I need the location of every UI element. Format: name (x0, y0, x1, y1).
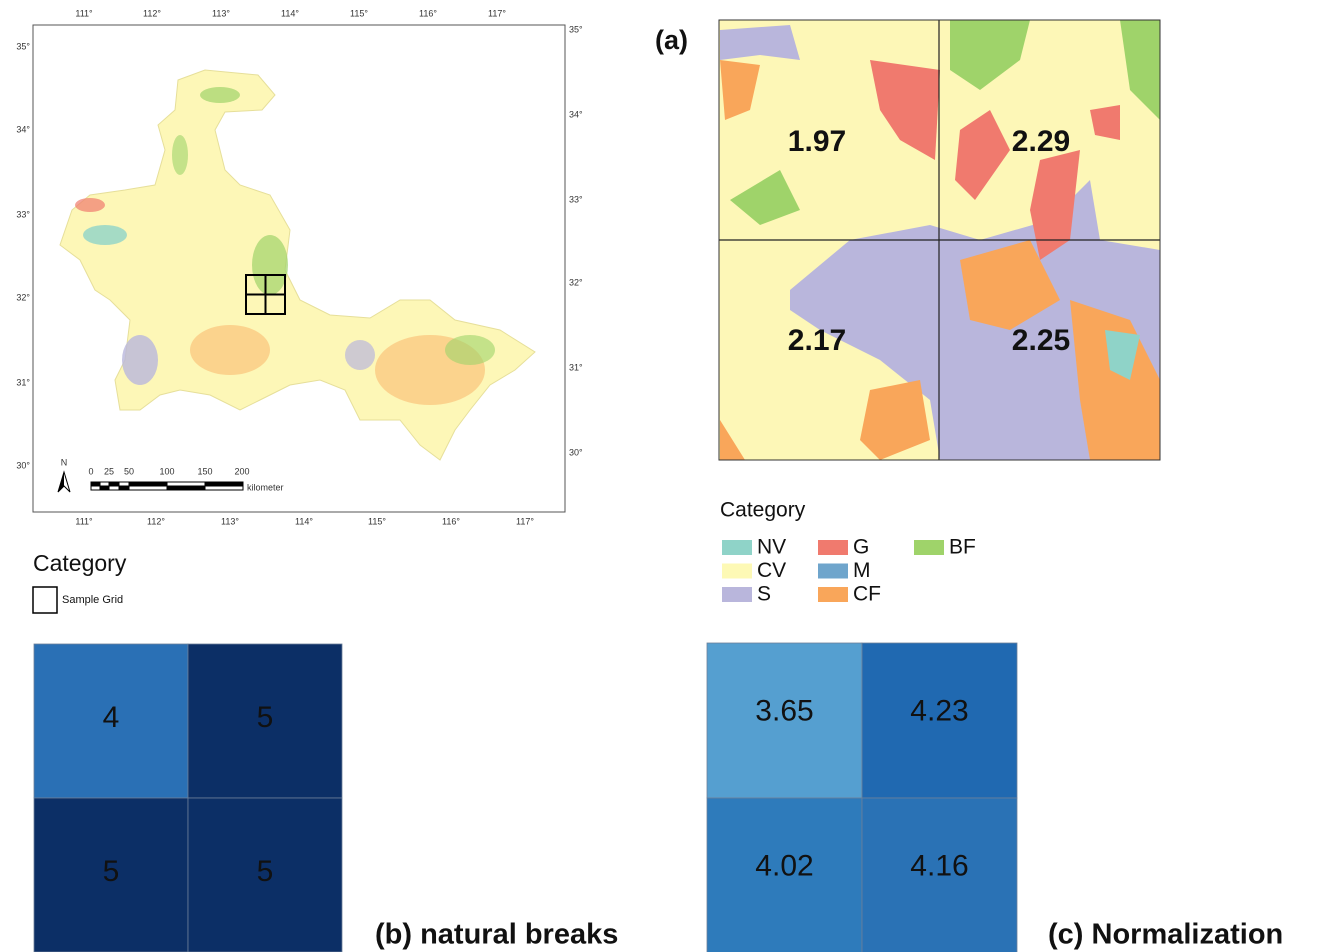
scale-label: 50 (124, 466, 134, 476)
panel-label: (a) (655, 25, 688, 55)
cell-value: 4.23 (910, 694, 968, 727)
north-label: N (61, 457, 68, 467)
cell-value: 2.17 (788, 324, 846, 357)
right-tick-label: 30° (569, 447, 583, 457)
legend-label: NV (757, 536, 786, 559)
bottom-tick-label: 113° (221, 516, 239, 526)
legend-swatch (818, 587, 848, 602)
left-tick-label: 31° (16, 377, 30, 387)
legend-label: S (757, 583, 771, 606)
left-tick-label: 32° (16, 292, 30, 302)
bottom-tick-label: 114° (295, 516, 313, 526)
panel-caption: (b) natural breaks (375, 919, 618, 951)
top-tick-label: 116° (419, 8, 437, 18)
right-tick-label: 35° (569, 24, 583, 34)
bottom-tick-label: 116° (442, 516, 460, 526)
bottom-tick-label: 117° (516, 516, 534, 526)
cell-value: 4.16 (910, 849, 968, 882)
scale-label: 100 (159, 466, 174, 476)
cell-value: 5 (257, 701, 274, 734)
legend-swatch (722, 540, 752, 555)
left-tick-label: 33° (16, 209, 30, 219)
legend-label: BF (949, 536, 976, 559)
right-tick-label: 34° (569, 109, 583, 119)
bottom-tick-label: 112° (147, 516, 165, 526)
legend-title: Category (33, 550, 127, 576)
scale-label: 150 (197, 466, 212, 476)
left-tick-label: 35° (16, 41, 30, 51)
cell-value: 3.65 (755, 694, 813, 727)
scale-label: 0 (88, 466, 93, 476)
top-tick-label: 117° (488, 8, 506, 18)
bottom-tick-label: 115° (368, 516, 386, 526)
cell-value: 5 (257, 855, 274, 888)
top-tick-label: 113° (212, 8, 230, 18)
legend-label: G (853, 536, 869, 559)
scale-bar (91, 482, 243, 490)
legend-swatch (818, 564, 848, 579)
legend-item: Sample Grid (62, 594, 123, 606)
legend-title: Category (720, 499, 806, 522)
legend-swatch (818, 540, 848, 555)
legend-label: CF (853, 583, 881, 606)
legend-swatch (722, 587, 752, 602)
right-tick-label: 33° (569, 194, 583, 204)
top-tick-label: 112° (143, 8, 161, 18)
legend-label: M (853, 559, 871, 582)
right-tick-label: 31° (569, 362, 583, 372)
figure: 111° 112° 113° 114° 115° 116° 117° 111° 112° 113°… (0, 0, 1320, 952)
top-tick-label: 111° (75, 8, 93, 18)
left-tick-label: 30° (16, 460, 30, 470)
top-tick-label: 114° (281, 8, 299, 18)
legend-swatch (914, 540, 944, 555)
sample-grid-swatch (33, 587, 57, 613)
cell-value: 4.02 (755, 849, 813, 882)
panel-caption: (c) Normalization (1048, 919, 1283, 951)
legend-label: CV (757, 559, 786, 582)
scale-label: 25 (104, 466, 114, 476)
legend-swatch (722, 564, 752, 579)
cell-value: 2.29 (1012, 125, 1070, 158)
bottom-tick-label: 111° (75, 516, 93, 526)
cell-value: 5 (103, 855, 120, 888)
top-tick-label: 115° (350, 8, 368, 18)
scale-label: 200 (234, 466, 249, 476)
cell-value: 2.25 (1012, 324, 1070, 357)
panel-a-map (719, 20, 1160, 460)
cell-value: 1.97 (788, 125, 846, 158)
scale-unit: kilometer (247, 482, 284, 492)
left-tick-label: 34° (16, 124, 30, 134)
right-tick-label: 32° (569, 277, 583, 287)
cell-value: 4 (103, 701, 120, 734)
